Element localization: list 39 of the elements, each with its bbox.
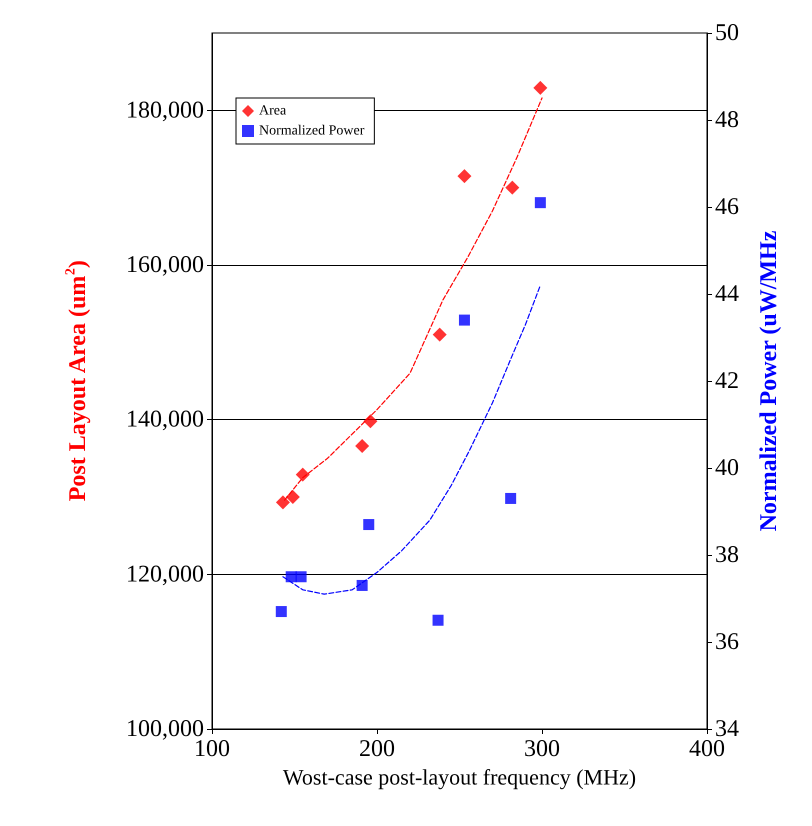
x-tick-label: 400 <box>689 736 725 762</box>
y2-tick-label: 42 <box>715 368 739 394</box>
point <box>286 490 300 504</box>
y-tick-label: 140,000 <box>126 406 204 433</box>
point <box>363 519 374 530</box>
y2-tick-label: 48 <box>715 107 739 133</box>
point <box>276 495 290 510</box>
point <box>296 571 307 582</box>
y2-tick-label: 46 <box>715 194 739 220</box>
point <box>276 606 287 618</box>
line-series <box>282 284 541 595</box>
y2-axis-title: Normalized Power (uW/MHz <box>756 230 782 532</box>
point <box>458 314 470 326</box>
point <box>432 614 444 626</box>
x-axis-title: Wost-case post-layout frequency (MHz) <box>282 764 636 790</box>
y-tick-label: 160,000 <box>126 252 204 278</box>
point <box>296 468 310 482</box>
point <box>534 197 546 208</box>
x-tick-label: 200 <box>359 736 395 762</box>
legend-label: Normalized Power <box>259 124 365 138</box>
y2-tick-label: 38 <box>715 542 739 568</box>
y-axis-title: Post Layout Area (um2) <box>64 260 91 502</box>
point <box>505 492 516 504</box>
y-tick-label: 120,000 <box>126 561 204 588</box>
x-tick-label: 100 <box>194 736 230 762</box>
y2-tick-label: 50 <box>715 20 739 46</box>
point <box>457 169 472 184</box>
y2-tick-label: 36 <box>715 629 739 655</box>
point <box>363 414 378 428</box>
point <box>432 328 447 342</box>
y2-tick-label: 44 <box>715 281 739 307</box>
point <box>355 438 370 453</box>
y-tick-label: 180,000 <box>126 97 204 124</box>
point <box>505 180 520 195</box>
x-tick-label: 300 <box>524 736 560 762</box>
point <box>533 80 548 95</box>
y2-tick-label: 40 <box>715 455 739 481</box>
point <box>356 580 368 591</box>
legend-label: Area <box>259 104 287 118</box>
